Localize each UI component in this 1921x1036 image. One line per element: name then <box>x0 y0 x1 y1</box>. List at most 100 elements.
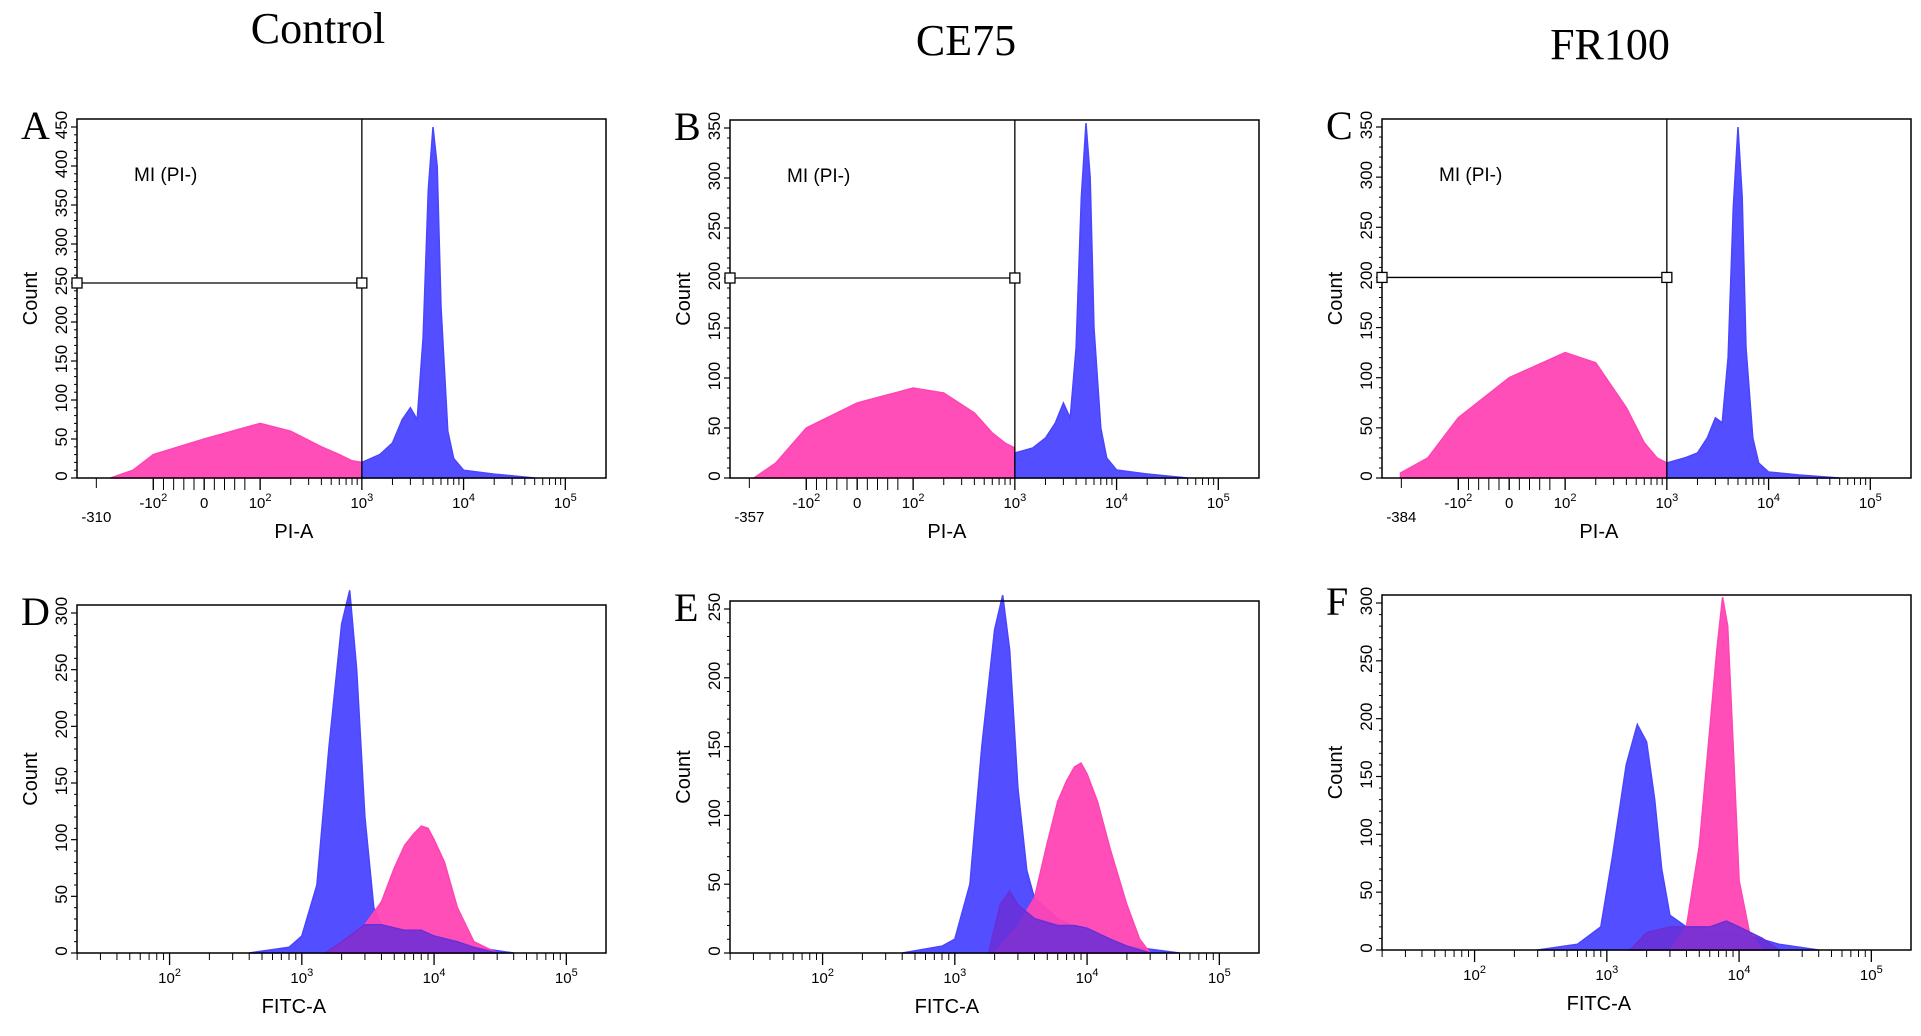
panel-letter: F <box>1326 579 1348 624</box>
x-tick-label: 102 <box>1463 964 1486 984</box>
y-tick-label: 250 <box>705 212 724 240</box>
y-tick-label: 50 <box>705 417 724 436</box>
gate-handle-left <box>71 277 83 289</box>
y-axis-label: Count <box>1325 271 1347 325</box>
x-tick-label: 104 <box>452 492 475 512</box>
panels: A 0 50 100 150 200 250 300 350 400 450 Count -310 -10… <box>20 103 1912 1018</box>
x-tick-label: 102 <box>158 967 181 987</box>
x-tick-label: 103 <box>1595 964 1618 984</box>
y-tick-label: 250 <box>52 267 71 295</box>
series-area-gated <box>1399 351 1668 479</box>
series-area-gated <box>751 387 1016 479</box>
x-tick-label: 102 <box>811 967 834 987</box>
x-tick-label: 103 <box>943 967 966 987</box>
y-tick-label: 250 <box>52 653 71 681</box>
y-tick-label: 250 <box>1357 211 1376 239</box>
x-axis-label: PI-A <box>927 521 967 543</box>
series-area-ungated <box>1014 122 1188 479</box>
y-tick-label: 0 <box>52 471 71 480</box>
y-tick-label: 100 <box>705 362 724 390</box>
y-tick-label: 150 <box>705 730 724 758</box>
x-tick-label: 103 <box>290 967 313 987</box>
series-area-ungated <box>1537 722 1819 951</box>
y-tick-label: 200 <box>52 710 71 738</box>
series-area-gated <box>110 422 363 479</box>
y-tick-label: 200 <box>1357 702 1376 730</box>
gate-handle-left <box>1376 271 1388 284</box>
y-tick-label: 0 <box>705 471 724 480</box>
y-tick-label: 100 <box>52 384 71 412</box>
panel-letter: B <box>674 104 701 149</box>
y-tick-label: 0 <box>52 946 71 955</box>
panel-B: B 0 50 100 150 200 250 300 350 Count -357 -102 0 102 1… <box>673 104 1260 543</box>
x-axis-label: FITC-A <box>262 996 327 1018</box>
series-area-ungated <box>1666 126 1840 479</box>
panel-A: A 0 50 100 150 200 250 300 350 400 450 Count -310 -10… <box>20 103 607 543</box>
gate-handle-right <box>356 277 368 289</box>
series-area-overlap <box>987 889 1151 954</box>
x-axis-label: FITC-A <box>915 996 980 1018</box>
y-axis-label: Count <box>1325 745 1347 799</box>
series-area-overlap <box>1628 920 1782 951</box>
y-tick-label: 50 <box>52 885 71 904</box>
y-tick-label: 100 <box>705 799 724 827</box>
y-tick-label: 250 <box>705 593 724 621</box>
y-tick-label: 250 <box>1357 645 1376 673</box>
x-tick-label: 102 <box>902 492 925 512</box>
x-tick-label: 105 <box>1207 492 1230 512</box>
plot-frame <box>1381 118 1912 479</box>
y-tick-label: 350 <box>705 112 724 140</box>
y-tick-label: 0 <box>1357 943 1376 952</box>
column-title-fr100: FR100 <box>1550 20 1670 69</box>
y-tick-label: 100 <box>52 823 71 851</box>
y-tick-label: 300 <box>52 228 71 256</box>
panel-D: D 0 50 100 150 200 250 300 Count 102 103 104 105 FITC… <box>20 589 607 1018</box>
panel-letter: E <box>674 585 698 630</box>
x-tick-label: 105 <box>555 967 578 987</box>
x-tick-label: 102 <box>1554 492 1577 512</box>
y-axis-label: Count <box>673 272 695 326</box>
plot-frame <box>729 119 1260 479</box>
x-tick-label: 105 <box>554 492 577 512</box>
y-tick-label: 200 <box>1357 261 1376 289</box>
gate-handle-right <box>1661 271 1673 284</box>
panel-F: F 0 50 100 150 200 250 300 Count 102 103 104 105 FITC… <box>1325 579 1912 1015</box>
series-area-ungated <box>361 126 535 479</box>
x-axis-label: PI-A <box>274 521 314 543</box>
y-tick-label: 150 <box>1357 760 1376 788</box>
x-tick-label: 0 <box>853 495 861 512</box>
series-area-overlap <box>322 923 498 954</box>
x-tick-label: 105 <box>1859 492 1882 512</box>
y-axis-label: Count <box>20 271 42 325</box>
x-tick-label: 104 <box>1728 964 1751 984</box>
column-title-ce75: CE75 <box>916 16 1016 65</box>
y-axis-label: Count <box>20 752 42 806</box>
y-tick-label: 100 <box>1357 818 1376 846</box>
panel-E: E 0 50 100 150 200 250 Count 102 103 104 105 FITC-A <box>673 585 1260 1018</box>
y-tick-label: 200 <box>52 306 71 334</box>
series-area-gated <box>1668 597 1764 951</box>
y-tick-label: 50 <box>52 428 71 447</box>
y-tick-label: 150 <box>52 767 71 795</box>
gate-label: MI (PI-) <box>787 166 850 187</box>
y-axis-label: Count <box>673 750 695 804</box>
panel-letter: A <box>21 103 50 148</box>
x-tick-label: 104 <box>1757 492 1780 512</box>
gate-label: MI (PI-) <box>1439 165 1502 186</box>
y-tick-label: 50 <box>705 873 724 892</box>
gate-handle-right <box>1009 272 1021 284</box>
x-tick-label: 103 <box>1655 492 1678 512</box>
x-tick-label: 0 <box>1505 495 1513 512</box>
y-tick-label: 200 <box>705 262 724 290</box>
x-axis-label: FITC-A <box>1567 993 1632 1015</box>
y-tick-label: 50 <box>1357 881 1376 900</box>
x-tick-label: 105 <box>1208 967 1231 987</box>
x-tick-label: 103 <box>1003 492 1026 512</box>
series-area-ungated <box>249 590 514 954</box>
y-tick-label: 100 <box>1357 362 1376 390</box>
panel-C: C 0 50 100 150 200 250 300 350 Count -384 -102 0 102 1… <box>1325 103 1912 543</box>
y-tick-label: 300 <box>52 597 71 625</box>
x-tick-label: 102 <box>249 492 272 512</box>
panel-letter: D <box>21 589 50 634</box>
